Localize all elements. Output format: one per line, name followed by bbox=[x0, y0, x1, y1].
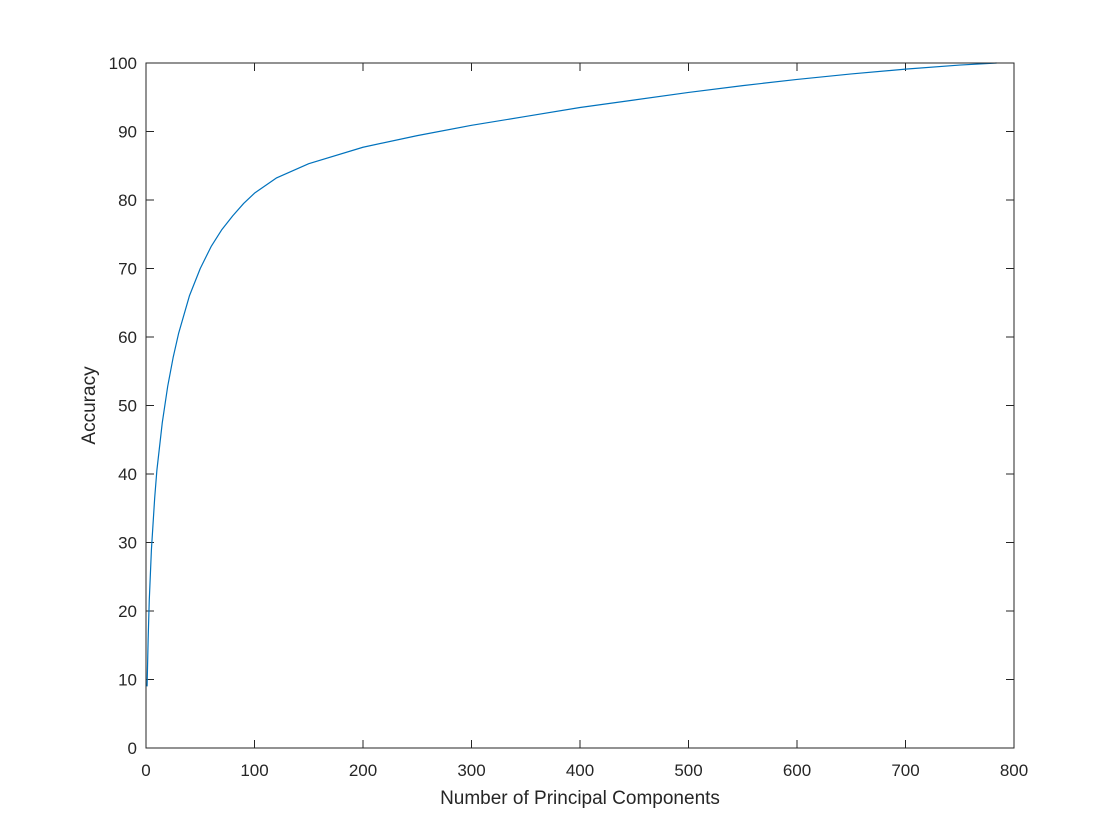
y-tick-label: 40 bbox=[118, 465, 137, 484]
y-tick-label: 80 bbox=[118, 191, 137, 210]
y-tick-label: 20 bbox=[118, 602, 137, 621]
y-tick-label: 90 bbox=[118, 123, 137, 142]
y-tick-label: 0 bbox=[128, 739, 137, 758]
y-axis-label: Accuracy bbox=[79, 366, 100, 445]
x-tick-label: 700 bbox=[891, 761, 919, 780]
y-tick-label: 60 bbox=[118, 328, 137, 347]
accuracy-series-line bbox=[146, 62, 997, 687]
x-axis-label: Number of Principal Components bbox=[440, 788, 720, 809]
y-tick-label: 100 bbox=[109, 54, 137, 73]
x-tick-label: 100 bbox=[240, 761, 268, 780]
x-tick-label: 300 bbox=[457, 761, 485, 780]
y-tick-label: 50 bbox=[118, 397, 137, 416]
x-tick-label: 800 bbox=[1000, 761, 1028, 780]
x-axis-ticks: 0 100 200 300 400 500 600 700 800 bbox=[141, 63, 1028, 780]
x-tick-label: 200 bbox=[349, 761, 377, 780]
y-tick-label: 70 bbox=[118, 260, 137, 279]
x-tick-label: 400 bbox=[566, 761, 594, 780]
y-tick-label: 30 bbox=[118, 534, 137, 553]
y-axis-ticks: 0 10 20 30 40 50 60 70 80 90 100 bbox=[109, 54, 1014, 758]
plot-frame bbox=[145, 62, 1015, 749]
x-tick-label: 600 bbox=[783, 761, 811, 780]
plot-background bbox=[146, 63, 1014, 748]
x-tick-label: 500 bbox=[674, 761, 702, 780]
x-tick-label: 0 bbox=[141, 761, 150, 780]
y-tick-label: 10 bbox=[118, 671, 137, 690]
series-layer bbox=[146, 62, 997, 687]
